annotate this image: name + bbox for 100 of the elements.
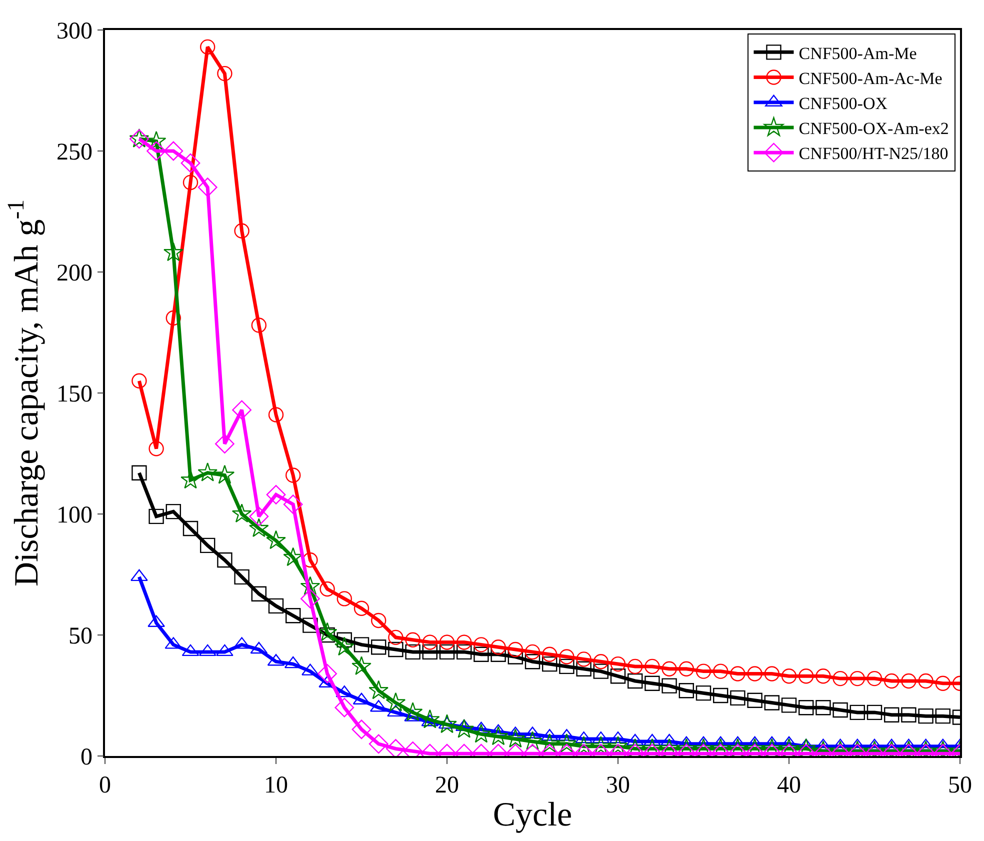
point (488, 726, 508, 746)
point (352, 720, 372, 740)
y-tick-label: 250 (56, 139, 92, 166)
point (232, 504, 252, 523)
point (644, 734, 661, 746)
point (764, 666, 780, 682)
point (866, 704, 882, 720)
point (439, 634, 455, 650)
point (334, 636, 354, 656)
point (559, 658, 574, 674)
y-tick-label: 200 (56, 260, 92, 286)
point (352, 656, 372, 675)
point (798, 668, 814, 684)
legend-label: CNF500-OX-Am-ex2 (798, 119, 949, 138)
point (371, 612, 386, 628)
point (234, 569, 250, 585)
x-axis-title: Cycle (492, 796, 572, 834)
point (524, 644, 540, 660)
point (710, 738, 731, 756)
legend-label: CNF500-OX (798, 94, 888, 114)
point (694, 738, 714, 756)
point (334, 698, 354, 718)
point (132, 465, 147, 480)
point (388, 630, 404, 646)
point (182, 174, 198, 190)
point (474, 637, 489, 652)
y-tick-label: 150 (56, 381, 92, 408)
y-tick-label: 50 (68, 623, 92, 650)
point (405, 644, 420, 660)
point (198, 462, 218, 482)
point (575, 731, 592, 744)
x-tick-label: 30 (606, 772, 630, 799)
legend-label: CNF500-Am-Ac-Me (798, 68, 942, 88)
point (217, 66, 232, 82)
point (918, 708, 934, 724)
point (354, 600, 370, 616)
point (676, 738, 696, 756)
point (268, 598, 284, 614)
point (728, 738, 748, 756)
point (248, 518, 269, 538)
x-tick-label: 50 (948, 772, 972, 799)
point (286, 468, 301, 483)
point (662, 661, 677, 676)
point (456, 634, 472, 650)
point (439, 644, 455, 660)
point (576, 652, 592, 667)
point (747, 666, 762, 682)
point (386, 739, 406, 756)
x-tick-label: 0 (99, 772, 111, 799)
point (660, 734, 678, 746)
point (781, 668, 797, 684)
point (540, 734, 560, 752)
point (884, 673, 900, 689)
point (781, 698, 797, 713)
point (320, 627, 335, 643)
point (198, 178, 218, 197)
point (268, 407, 284, 422)
point (386, 692, 406, 712)
point (388, 642, 404, 658)
point (320, 581, 335, 597)
point (832, 670, 848, 686)
point (387, 704, 404, 717)
point (132, 373, 147, 388)
point (318, 664, 337, 684)
point (798, 700, 814, 716)
point (336, 591, 352, 606)
point (405, 632, 420, 648)
point (300, 589, 320, 608)
point (163, 242, 184, 262)
point (816, 668, 831, 684)
point (628, 658, 643, 674)
point (796, 738, 816, 756)
point (696, 664, 712, 679)
point (146, 130, 166, 150)
point (730, 690, 746, 706)
point (628, 673, 643, 689)
point (644, 658, 660, 674)
point (866, 670, 882, 686)
point (850, 670, 865, 686)
point (266, 484, 286, 504)
point (166, 310, 181, 326)
point (524, 654, 540, 670)
x-tick-label: 20 (435, 772, 459, 799)
point (317, 622, 338, 642)
point (456, 644, 472, 660)
point (508, 642, 523, 658)
point (832, 702, 848, 718)
point (214, 464, 235, 484)
point (556, 734, 577, 752)
legend-label: CNF500/HT-N25/180 (798, 144, 948, 164)
point (576, 661, 592, 676)
point (901, 673, 916, 689)
point (490, 640, 506, 655)
point (402, 702, 423, 721)
point (300, 576, 320, 596)
point (474, 646, 489, 662)
point (678, 683, 694, 698)
point (884, 707, 900, 722)
point (744, 738, 765, 756)
point (420, 709, 440, 728)
